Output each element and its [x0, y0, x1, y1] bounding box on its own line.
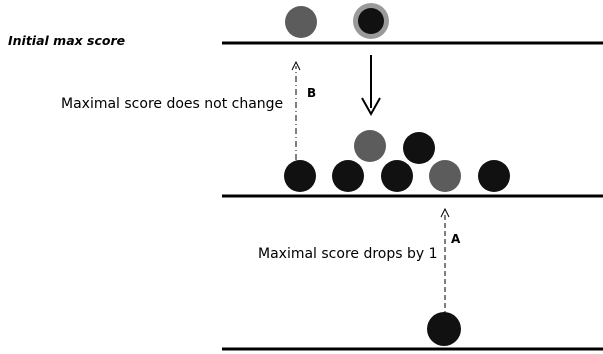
arrow-b-letter: B	[307, 86, 317, 100]
top-gray-ball	[285, 6, 317, 38]
pile-ball-black-top	[403, 132, 435, 164]
arrow-a-head	[440, 207, 450, 218]
score-drops-label: Maximal score drops by 1	[258, 246, 438, 262]
pile-ball-gray-bottom	[429, 160, 461, 192]
initial-max-score-label: Initial max score	[8, 33, 126, 48]
score-unchanged-label: Maximal score does not change	[61, 96, 284, 112]
arrow-a-letter: A	[451, 232, 461, 246]
arrow-b-head	[291, 60, 301, 71]
pile-ball-gray-top	[354, 130, 386, 162]
bottom-ball	[427, 312, 461, 346]
pile-ball-1	[284, 160, 316, 192]
pile-ball-2	[332, 160, 364, 192]
pile-ball-3	[381, 160, 413, 192]
pile-ball-5	[478, 160, 510, 192]
top-ringed-ball-core	[358, 8, 384, 34]
down-arrow-head	[361, 97, 381, 117]
